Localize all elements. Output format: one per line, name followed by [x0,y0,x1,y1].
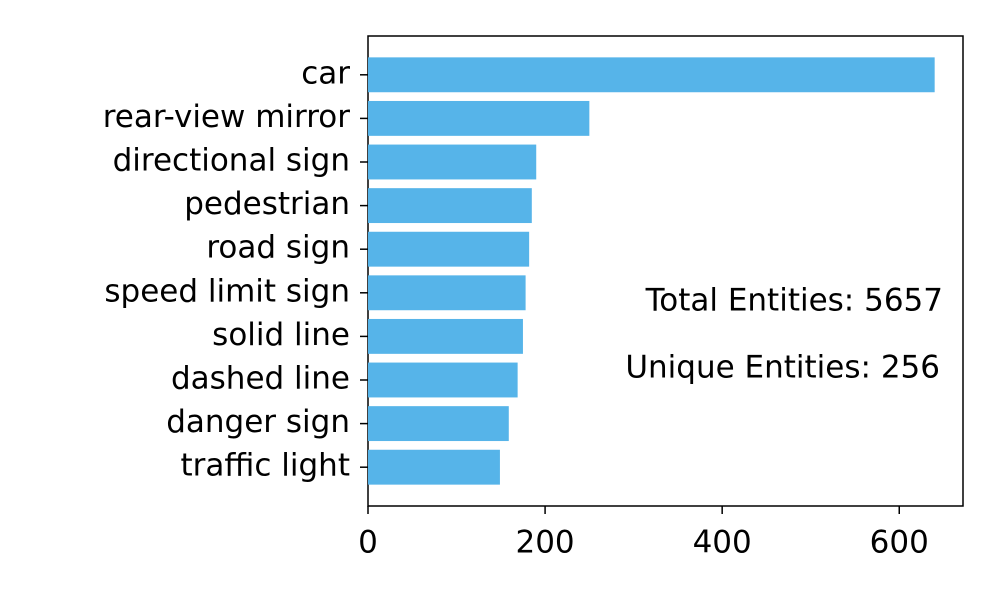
y-tick-label: car [301,55,350,91]
y-tick-label: traffic light [181,448,350,484]
x-tick-label: 600 [870,525,929,561]
y-tick-label: road sign [206,230,350,266]
x-tick-label: 0 [358,525,378,561]
y-tick-label: pedestrian [184,186,350,222]
y-tick-label: dashed line [171,360,350,396]
bar [368,406,509,442]
annotation: Unique Entities: 256 [625,350,940,386]
bar [368,100,590,136]
bar [368,188,532,224]
bar [368,231,530,267]
y-tick-label: speed limit sign [104,273,350,309]
bar [368,318,523,354]
bar [368,144,537,180]
y-tick-label: rear-view mirror [103,99,351,135]
y-tick-label: danger sign [166,404,350,440]
annotation: Total Entities: 5657 [645,283,943,319]
bar [368,57,935,93]
bar [368,362,518,398]
y-tick-label: directional sign [113,143,350,179]
bar [368,275,526,311]
x-tick-label: 400 [693,525,752,561]
bar [368,449,500,485]
y-tick-label: solid line [212,317,350,353]
plot-frame [367,35,964,507]
x-tick-label: 200 [515,525,574,561]
